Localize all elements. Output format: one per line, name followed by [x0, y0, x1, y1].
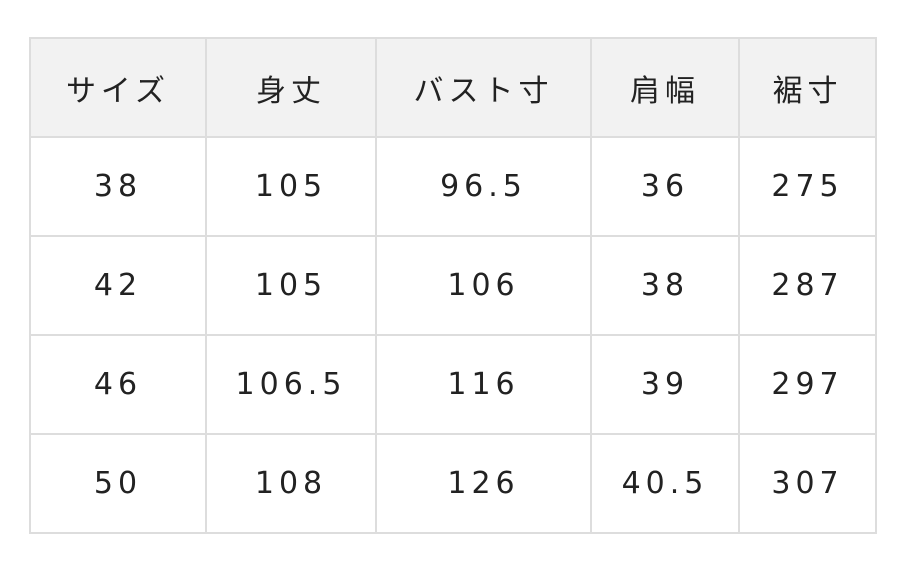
table-row: 50 108 126 40.5 307	[29, 433, 877, 534]
table-row: 38 105 96.5 36 275	[29, 136, 877, 237]
table-cell: 36	[590, 136, 740, 237]
table-cell: 46	[29, 334, 207, 435]
table-cell: 105	[205, 136, 377, 237]
table-cell: 106.5	[205, 334, 377, 435]
header-length: 身丈	[205, 37, 377, 138]
table-cell: 108	[205, 433, 377, 534]
table-cell: 50	[29, 433, 207, 534]
table-cell: 40.5	[590, 433, 740, 534]
table-cell: 42	[29, 235, 207, 336]
table-cell: 106	[375, 235, 592, 336]
table-row: 42 105 106 38 287	[29, 235, 877, 336]
header-row: サイズ 身丈 バスト寸 肩幅 裾寸	[29, 37, 877, 138]
table-cell: 126	[375, 433, 592, 534]
table-cell: 38	[29, 136, 207, 237]
header-shoulder: 肩幅	[590, 37, 740, 138]
table-cell: 39	[590, 334, 740, 435]
table-cell: 297	[738, 334, 877, 435]
table-cell: 307	[738, 433, 877, 534]
table-row: 46 106.5 116 39 297	[29, 334, 877, 435]
table-cell: 275	[738, 136, 877, 237]
table-cell: 287	[738, 235, 877, 336]
table-cell: 96.5	[375, 136, 592, 237]
header-bust: バスト寸	[375, 37, 592, 138]
table-cell: 116	[375, 334, 592, 435]
table-cell: 38	[590, 235, 740, 336]
size-table: サイズ 身丈 バスト寸 肩幅 裾寸 38 105 96.5 36 275 42 105 106…	[29, 37, 877, 534]
header-hem: 裾寸	[738, 37, 877, 138]
header-size: サイズ	[29, 37, 207, 138]
table-cell: 105	[205, 235, 377, 336]
